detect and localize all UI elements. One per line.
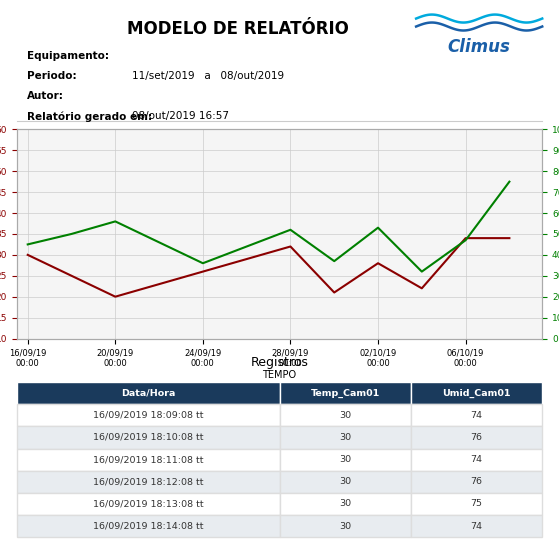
X-axis label: TEMPO: TEMPO [262,370,297,380]
Text: Periodo:: Periodo: [27,71,77,81]
Text: Equipamento:: Equipamento: [27,51,109,61]
Text: Autor:: Autor: [27,91,64,101]
Text: 11/set/2019   a   08/out/2019: 11/set/2019 a 08/out/2019 [132,71,285,81]
Text: Relatório gerado em:: Relatório gerado em: [27,111,153,121]
Text: Climus: Climus [448,39,510,56]
Text: 08/out/2019 16:57: 08/out/2019 16:57 [132,111,229,121]
Text: Registros: Registros [250,355,309,369]
Text: MODELO DE RELATÓRIO: MODELO DE RELATÓRIO [126,19,348,38]
